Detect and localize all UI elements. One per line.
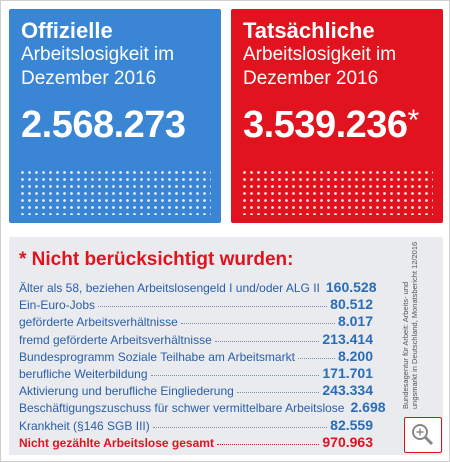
source-line: ungsmarkt in Deutschland, Monatsbericht … <box>410 241 419 409</box>
official-card: Offizielle Arbeitslosigkeit im Dezember … <box>9 9 221 223</box>
card-subtitle: Arbeitslosigkeit im <box>243 44 397 65</box>
dot-leader <box>180 323 335 325</box>
detail-row: berufliche Weiterbildung 171.701 <box>19 365 373 382</box>
row-label: Beschäftigungszuschuss für schwer vermit… <box>19 401 345 416</box>
row-value: 160.528 <box>325 279 377 295</box>
detail-row: Krankheit (§146 SGB III) 82.559 <box>19 417 373 434</box>
dot-leader <box>216 443 320 445</box>
row-value: 2.698 <box>350 399 386 416</box>
details-title: * Nicht berücksichtigt wurden: <box>19 249 294 270</box>
row-label: Älter als 58, beziehen Arbeitslosengeld … <box>19 281 320 295</box>
row-value: 171.701 <box>322 364 373 381</box>
card-number-line: 3.539.236* <box>243 103 431 147</box>
detail-row: fremd geförderte Arbeitsverhältnisse 213.… <box>19 331 373 348</box>
row-label: Ein-Euro-Jobs <box>19 298 96 313</box>
card-subtitle: Dezember 2016 <box>21 68 157 89</box>
dot-pattern <box>19 169 211 215</box>
card-number: 3.539.236 <box>243 104 408 146</box>
details-box: * Nicht berücksichtigt wurden: Älter als… <box>9 237 443 455</box>
footnote-mark: * <box>407 104 420 137</box>
row-value: 80.512 <box>330 296 373 313</box>
card-subtitle: Dezember 2016 <box>243 68 379 89</box>
row-label: Nicht gezählte Arbeitslose gesamt <box>19 435 214 450</box>
row-value: 8.200 <box>337 347 373 364</box>
row-value: 243.334 <box>322 382 373 399</box>
card-title: Offizielle <box>21 18 113 43</box>
row-label: berufliche Weiterbildung <box>19 366 148 381</box>
zoom-icon <box>412 424 434 446</box>
detail-row: Beschäftigungszuschuss für schwer vermit… <box>19 399 386 416</box>
dot-pattern <box>241 169 433 215</box>
row-label: geförderte Arbeitsverhältnisse <box>19 315 178 330</box>
row-value: 213.414 <box>322 330 373 347</box>
detail-row: geförderte Arbeitsverhältnisse 8.017 <box>19 313 373 330</box>
source-line: Bundesagentur für Arbeit: Arbeits- und <box>401 281 410 409</box>
card-title: Tatsächliche <box>243 18 375 43</box>
row-value: 82.559 <box>330 416 373 433</box>
dot-leader <box>236 392 320 394</box>
source-note: Bundesagentur für Arbeit: Arbeits- und u… <box>401 209 419 409</box>
detail-row: Älter als 58, beziehen Arbeitslosengeld … <box>19 279 376 296</box>
details-rows: Älter als 58, beziehen Arbeitslosengeld … <box>19 279 386 451</box>
zoom-button[interactable] <box>404 417 442 453</box>
actual-card: Tatsächliche Arbeitslosigkeit im Dezembe… <box>231 9 443 223</box>
dot-leader <box>214 340 320 342</box>
row-label: Bundesprogramm Soziale Teilhabe am Arbei… <box>19 349 295 364</box>
row-value: 8.017 <box>337 313 373 330</box>
card-subtitle: Arbeitslosigkeit im <box>21 44 175 65</box>
dot-leader <box>98 306 328 308</box>
row-label: fremd geförderte Arbeitsverhältnisse <box>19 332 212 347</box>
dot-leader <box>297 357 335 359</box>
row-label: Aktivierung und berufliche Eingliederung <box>19 384 234 399</box>
dot-leader <box>152 426 328 428</box>
detail-row: Bundesprogramm Soziale Teilhabe am Arbei… <box>19 348 373 365</box>
card-number: 2.568.273 <box>21 104 186 146</box>
dot-leader <box>150 374 320 376</box>
detail-row: Aktivierung und berufliche Eingliederung… <box>19 382 373 399</box>
detail-row: Ein-Euro-Jobs 80.512 <box>19 296 373 313</box>
row-value: 970.963 <box>322 433 373 450</box>
row-label: Krankheit (§146 SGB III) <box>19 418 150 433</box>
total-row: Nicht gezählte Arbeitslose gesamt 970.963 <box>19 434 373 451</box>
